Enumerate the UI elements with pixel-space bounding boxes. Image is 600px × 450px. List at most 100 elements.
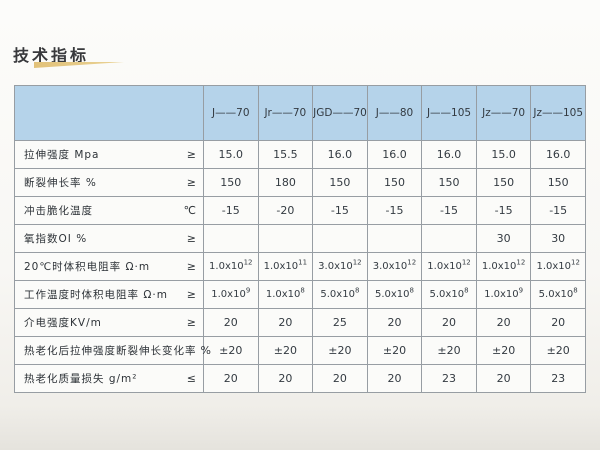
- column-header: J——80: [366, 85, 423, 141]
- value-cell: 1.0x1012: [421, 252, 477, 281]
- row-label: 热老化后拉伸强度断裂伸长变化率: [24, 345, 197, 357]
- column-header: Jr——70: [257, 85, 314, 141]
- row-condition-symbol: ≤: [186, 372, 196, 385]
- value-cell: 1.0x1012: [203, 252, 259, 281]
- value-cell: -15: [475, 196, 532, 225]
- row-label: 介电强度KV/m: [24, 317, 102, 329]
- sci-base: 1.0x10: [265, 289, 301, 300]
- sci-base: 1.0x10: [427, 261, 462, 272]
- row-label: 拉伸强度 Mpa: [24, 149, 100, 161]
- table-row: 冲击脆化温度 ℃ -15 -20 -15 -15 -15 -15 -15: [14, 196, 586, 225]
- value-cell: [203, 224, 259, 253]
- sci-base: 1.0x10: [263, 261, 299, 272]
- sci-exponent: 8: [464, 286, 469, 295]
- value-cell: 16.0: [530, 140, 586, 169]
- value-cell: 15.5: [257, 140, 314, 169]
- value-cell: 16.0: [421, 140, 477, 169]
- value-cell: -15: [366, 196, 423, 225]
- table-corner-cell: [14, 85, 204, 141]
- sci-exponent: 8: [300, 286, 305, 295]
- value-cell: 30: [530, 224, 586, 253]
- sci-exponent: 12: [571, 258, 580, 267]
- value-cell: [257, 224, 314, 253]
- row-condition-symbol: ≥: [186, 176, 196, 189]
- table-row: 氧指数OI % ≥ 30 30: [14, 224, 586, 253]
- value-cell: 150: [366, 168, 423, 197]
- value-cell: 25: [312, 308, 368, 337]
- value-cell: 20: [421, 308, 477, 337]
- sci-base: 5.0x10: [374, 289, 410, 300]
- row-condition-symbol: ≥: [186, 288, 196, 301]
- sci-exponent: 8: [354, 286, 360, 295]
- value-cell: 1.0x1012: [475, 252, 532, 281]
- value-cell: 1.0x108: [257, 280, 314, 309]
- sci-base: 1.0x10: [484, 289, 519, 300]
- value-cell: 20: [475, 364, 532, 393]
- sci-exponent: 12: [243, 258, 253, 267]
- value-cell: 3.0x1012: [366, 252, 423, 281]
- value-cell: 5.0x108: [366, 280, 423, 309]
- sci-base: 1.0x10: [209, 261, 244, 272]
- value-cell: 1.0x109: [475, 280, 532, 309]
- header-row: J——70 Jr——70 JGD——70 J——80 J——105 Jz——70…: [14, 85, 586, 141]
- value-cell: 23: [530, 364, 586, 393]
- page-title: 技术指标: [13, 46, 90, 65]
- spec-table: J——70 Jr——70 JGD——70 J——80 J——105 Jz——70…: [14, 85, 586, 393]
- value-cell: 5.0x108: [421, 280, 477, 309]
- value-cell: 20: [257, 308, 314, 337]
- sci-exponent: 8: [409, 286, 414, 295]
- value-cell: [366, 224, 423, 253]
- value-cell: 5.0x108: [530, 280, 586, 309]
- value-cell: 150: [312, 168, 368, 197]
- value-cell: -15: [312, 196, 368, 225]
- column-header: Jz——70: [475, 85, 532, 141]
- sci-base: 1.0x10: [211, 289, 246, 300]
- sci-exponent: 8: [573, 286, 578, 295]
- value-cell: ±20: [312, 336, 368, 365]
- table-row: 介电强度KV/m ≥ 20 20 25 20 20 20 20: [14, 308, 586, 337]
- value-cell: [421, 224, 477, 253]
- value-cell: 15.0: [475, 140, 532, 169]
- value-cell: 23: [421, 364, 477, 393]
- value-cell: ±20: [203, 336, 259, 365]
- column-header: JGD——70: [312, 85, 368, 141]
- column-header: J——105: [421, 85, 477, 141]
- sci-exponent: 9: [245, 286, 251, 295]
- sci-exponent: 12: [407, 258, 417, 267]
- value-cell: 20: [366, 308, 423, 337]
- value-cell: 20: [203, 308, 259, 337]
- value-cell: 3.0x1012: [312, 252, 368, 281]
- row-condition-symbol: ≥: [186, 316, 196, 329]
- value-cell: 150: [475, 168, 532, 197]
- row-label: 20℃时体积电阻率 Ω·m: [24, 261, 151, 273]
- row-condition-symbol: ≥: [186, 148, 196, 161]
- row-label: 断裂伸长率 %: [24, 177, 97, 189]
- sci-base: 5.0x10: [538, 289, 574, 300]
- value-cell: 20: [312, 364, 368, 393]
- table-row: 热老化后拉伸强度断裂伸长变化率 % ±20 ±20 ±20 ±20 ±20 ±2…: [14, 336, 586, 365]
- sci-base: 1.0x10: [536, 261, 571, 272]
- value-cell: ±20: [366, 336, 423, 365]
- sci-base: 5.0x10: [320, 289, 355, 300]
- value-cell: -20: [257, 196, 314, 225]
- value-cell: 150: [530, 168, 586, 197]
- sci-exponent: 12: [516, 258, 526, 267]
- sci-exponent: 9: [518, 286, 524, 295]
- table-row: 20℃时体积电阻率 Ω·m ≥ 1.0x1012 1.0x1011 3.0x10…: [14, 252, 586, 281]
- row-label: 氧指数OI %: [24, 233, 88, 245]
- value-cell: 20: [203, 364, 259, 393]
- row-condition-symbol: ℃: [183, 204, 196, 217]
- row-condition-symbol: ≥: [186, 260, 196, 273]
- value-cell: ±20: [475, 336, 532, 365]
- value-cell: ±20: [530, 336, 586, 365]
- sci-base: 1.0x10: [481, 261, 517, 272]
- value-cell: 1.0x1011: [257, 252, 314, 281]
- value-cell: 150: [203, 168, 259, 197]
- row-label: 工作温度时体积电阻率 Ω·m: [24, 289, 168, 301]
- title-underline-decoration: [34, 62, 124, 68]
- sci-base: 3.0x10: [318, 261, 353, 272]
- value-cell: 15.0: [203, 140, 259, 169]
- value-cell: 20: [257, 364, 314, 393]
- value-cell: 16.0: [366, 140, 423, 169]
- value-cell: 1.0x1012: [530, 252, 586, 281]
